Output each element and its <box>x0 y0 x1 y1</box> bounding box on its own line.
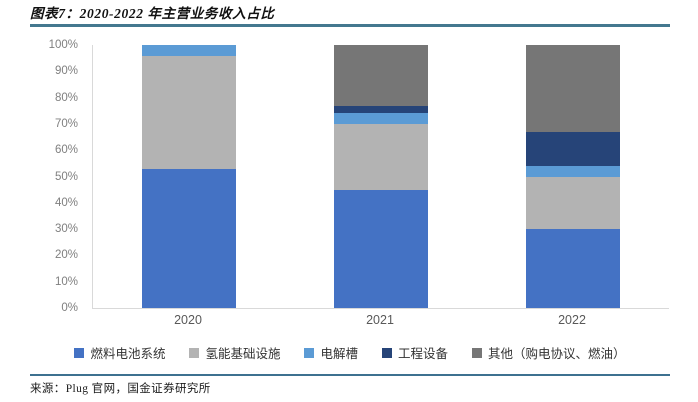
y-tick-label: 100% <box>48 39 78 51</box>
title-rule <box>30 24 670 27</box>
y-tick-label: 40% <box>54 196 78 209</box>
bar-segment-series-2 <box>525 166 621 177</box>
bar-segment-series-4 <box>525 45 621 132</box>
bar-segment-series-3 <box>333 105 429 114</box>
legend-label: 氢能基础设施 <box>205 347 281 361</box>
bar-segment-series-2 <box>141 45 237 56</box>
legend-label: 其他（购电协议、燃油） <box>488 347 626 361</box>
figure-title: 图表7：2020-2022 年主营业务收入占比 <box>30 6 275 21</box>
x-tick-label: 2021 <box>366 313 394 327</box>
source-note: 来源：Plug 官网，国金证券研究所 <box>30 383 211 395</box>
y-tick-label: 0% <box>61 302 78 314</box>
legend-item-4: 其他（购电协议、燃油） <box>472 343 626 362</box>
legend-label: 燃料电池系统 <box>90 347 166 361</box>
y-tick-label: 30% <box>54 223 78 236</box>
bar-segment-series-4 <box>333 45 429 106</box>
y-tick-label: 90% <box>54 65 78 78</box>
bar-column-2021 <box>285 45 477 308</box>
bar-column-2020 <box>93 45 285 308</box>
bar-segment-series-0 <box>525 229 621 308</box>
legend-swatch-icon <box>472 347 483 358</box>
legend-swatch-icon <box>74 347 85 358</box>
legend-item-1: 氢能基础设施 <box>189 343 280 362</box>
bar-segment-series-1 <box>141 55 237 169</box>
bar-segment-series-0 <box>333 189 429 308</box>
bar-segment-series-1 <box>333 123 429 190</box>
legend-swatch-icon <box>304 347 315 358</box>
legend-label: 工程设备 <box>398 347 449 361</box>
stacked-bar-2020 <box>141 45 237 308</box>
y-tick-label: 70% <box>54 117 78 130</box>
x-axis: 2020 2021 2022 <box>92 313 668 327</box>
legend: 燃料电池系统 氢能基础设施 电解槽 工程设备 其他（购电协议、燃油） <box>30 343 670 362</box>
legend-item-3: 工程设备 <box>382 343 448 362</box>
bar-segment-series-1 <box>525 176 621 230</box>
stacked-bar-2021 <box>333 45 429 308</box>
y-tick-label: 20% <box>54 249 78 262</box>
legend-item-0: 燃料电池系统 <box>74 343 165 362</box>
plot-area <box>92 45 669 309</box>
y-tick-label: 50% <box>54 170 78 183</box>
x-tick-label: 2020 <box>174 313 202 327</box>
legend-swatch-icon <box>382 347 392 358</box>
footer-rule <box>30 374 670 376</box>
y-tick-label: 60% <box>54 144 78 157</box>
bar-segment-series-3 <box>525 131 621 166</box>
bar-segment-series-2 <box>333 113 429 124</box>
stacked-bar-2022 <box>525 45 621 308</box>
bar-column-2022 <box>477 45 669 308</box>
legend-item-2: 电解槽 <box>304 343 358 362</box>
y-tick-label: 80% <box>54 91 78 104</box>
legend-label: 电解槽 <box>320 347 358 361</box>
legend-swatch-icon <box>189 347 200 358</box>
bar-segment-series-0 <box>141 168 237 308</box>
y-tick-label: 10% <box>54 275 78 288</box>
x-tick-label: 2022 <box>558 313 586 327</box>
y-axis: 0% 10% 20% 30% 40% 50% 60% 70% 80% 90% 100% <box>0 39 84 314</box>
